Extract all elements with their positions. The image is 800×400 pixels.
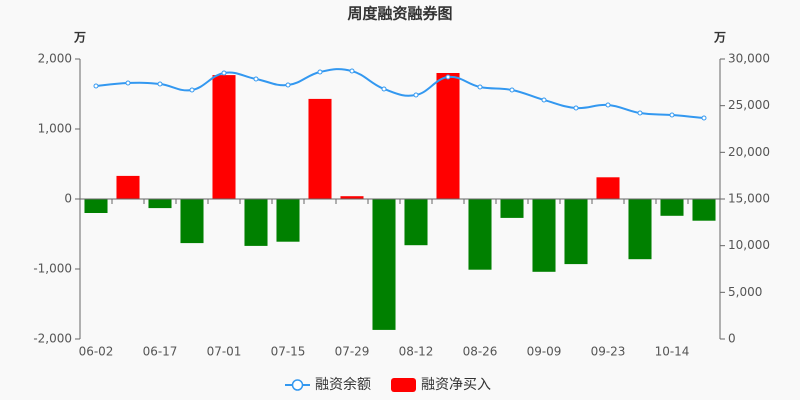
line-point [157, 81, 163, 87]
bar [436, 73, 460, 199]
line-point [317, 69, 323, 75]
line-point [285, 82, 291, 88]
line-point [253, 76, 259, 82]
bar [180, 199, 204, 244]
x-tick-label: 07-01 [207, 345, 242, 359]
legend-swatch [391, 378, 416, 392]
chart-title: 周度融资融券图 [347, 5, 452, 23]
bar [148, 199, 172, 209]
bar [276, 199, 300, 242]
bar [692, 199, 716, 221]
bar [308, 98, 332, 199]
legend-marker [291, 379, 304, 391]
line-point [637, 110, 643, 116]
line-point [701, 115, 707, 121]
y-tick-label: 1,000 [38, 122, 72, 136]
y2-tick-label: 30,000 [728, 52, 770, 66]
x-tick-label: 07-29 [335, 345, 370, 359]
bar [372, 199, 396, 330]
line [95, 68, 705, 119]
y-tick-label: -1,000 [33, 262, 72, 276]
y2-tick-label: 25,000 [728, 98, 770, 112]
bar [596, 177, 620, 199]
bar [404, 199, 428, 246]
x-tick-label: 08-12 [399, 345, 434, 359]
y-tick-label: 2,000 [38, 52, 72, 66]
y-unit: 万 [73, 31, 86, 45]
line-point [125, 80, 131, 86]
y2-tick-label: 0 [728, 332, 736, 346]
line-point [381, 86, 387, 92]
bar [628, 199, 652, 260]
line-point [669, 112, 675, 118]
bar [340, 196, 364, 199]
bar [500, 199, 524, 218]
bar [660, 199, 684, 216]
line-point [189, 87, 195, 93]
x-tick-label: 06-17 [143, 345, 178, 359]
line-point [509, 87, 515, 93]
line-point [541, 97, 547, 103]
bar [532, 199, 556, 272]
y2-tick-label: 5,000 [728, 285, 762, 299]
line-point [93, 83, 99, 89]
bar [116, 175, 140, 199]
x-tick-label: 09-09 [527, 345, 562, 359]
y2-tick-label: 20,000 [728, 145, 770, 159]
y2-tick-label: 15,000 [728, 192, 770, 206]
y-tick-label: -2,000 [33, 332, 72, 346]
bar [468, 199, 492, 270]
bar [244, 199, 268, 246]
y-tick-label: 0 [64, 192, 72, 206]
line-point [605, 102, 611, 108]
y2-tick-label: 10,000 [728, 238, 770, 252]
legend-label: 融资净买入 [421, 377, 491, 393]
x-tick-label: 06-02 [79, 345, 114, 359]
x-tick-label: 08-26 [463, 345, 498, 359]
x-tick-label: 09-23 [591, 345, 626, 359]
legend-label: 融资余额 [315, 376, 371, 393]
bar [564, 199, 588, 265]
line-point [413, 92, 419, 98]
bar [84, 199, 108, 213]
line-point [477, 84, 483, 90]
y2-unit: 万 [713, 31, 726, 45]
line-point [573, 105, 579, 111]
line-point [445, 74, 451, 80]
bar [212, 75, 236, 199]
line-point [221, 70, 227, 76]
line-point [349, 68, 355, 74]
x-tick-label: 10-14 [655, 345, 690, 359]
x-tick-label: 07-15 [271, 345, 306, 359]
